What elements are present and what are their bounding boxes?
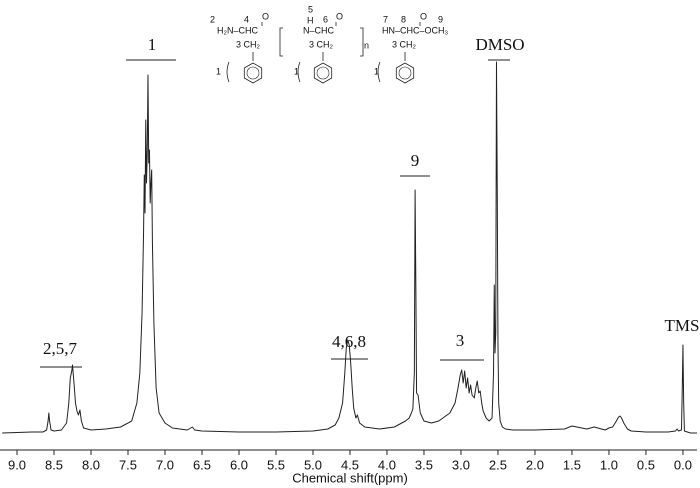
x-tick-label: 8.5 bbox=[45, 457, 63, 472]
bond bbox=[252, 22, 421, 61]
structure-label: n bbox=[364, 40, 369, 50]
benzene-inner bbox=[398, 66, 412, 80]
structure-label: 1 bbox=[216, 66, 221, 76]
x-tick-label: 0.0 bbox=[674, 457, 692, 472]
x-tick-label: 7.5 bbox=[119, 457, 137, 472]
structure-label: 8 bbox=[401, 14, 406, 24]
x-tick-label: 5.5 bbox=[267, 457, 285, 472]
x-tick-label: 1.0 bbox=[600, 457, 618, 472]
x-tick-label: 0.5 bbox=[637, 457, 655, 472]
peak-label: 2,5,7 bbox=[43, 339, 78, 358]
x-tick-label: 6.0 bbox=[230, 457, 248, 472]
x-tick-label: 4.5 bbox=[341, 457, 359, 472]
x-tick-label: 5.0 bbox=[304, 457, 322, 472]
benzene-ring bbox=[395, 62, 415, 84]
x-tick-label: 2.5 bbox=[489, 457, 507, 472]
structure-label: 1 bbox=[294, 66, 299, 76]
structure-label: 2 bbox=[210, 14, 215, 24]
structure-label: 4 bbox=[244, 14, 249, 24]
structure-label: 1 bbox=[374, 66, 379, 76]
structure-label: 3 CH₂ bbox=[236, 39, 261, 49]
x-tick-label: 4.0 bbox=[378, 457, 396, 472]
structure-label: 3 CH₂ bbox=[392, 39, 417, 49]
peak-label: DMSO bbox=[475, 35, 524, 54]
benzene-inner bbox=[316, 66, 330, 80]
peak-label: TMS bbox=[665, 316, 700, 335]
structure-label: HN–CHC–OCH₃ bbox=[382, 25, 449, 35]
x-tick-label: 2.0 bbox=[526, 457, 544, 472]
structure-label: N–CHC bbox=[303, 25, 335, 35]
structure-label: O bbox=[262, 11, 269, 21]
structure-label: 7 bbox=[383, 14, 388, 24]
benzene-ring bbox=[313, 62, 333, 84]
structure-drawing bbox=[226, 22, 421, 83]
x-tick-label: 8.0 bbox=[82, 457, 100, 472]
benzene-inner bbox=[246, 66, 260, 80]
x-tick-label: 7.0 bbox=[156, 457, 174, 472]
bracket bbox=[279, 27, 364, 57]
benzene-ring bbox=[243, 62, 263, 84]
peak-label: 3 bbox=[456, 331, 465, 350]
structure-label: 5 bbox=[308, 4, 313, 14]
structure-label: O bbox=[420, 11, 427, 21]
structure-label: 9 bbox=[438, 14, 443, 24]
structure-label: H₂N–CHC bbox=[217, 25, 258, 35]
structure-label: H bbox=[307, 15, 314, 25]
x-tick-label: 6.5 bbox=[193, 457, 211, 472]
spectrum-line bbox=[2, 61, 697, 434]
peak-label: 1 bbox=[148, 35, 157, 54]
x-axis-title: Chemical shift(ppm) bbox=[292, 470, 408, 485]
x-tick-label: 3.0 bbox=[452, 457, 470, 472]
x-tick-label: 9.0 bbox=[8, 457, 26, 472]
structure-label: 3 CH₂ bbox=[309, 39, 334, 49]
x-tick-label: 3.5 bbox=[415, 457, 433, 472]
peak-label: 9 bbox=[411, 151, 420, 170]
structure-label: O bbox=[336, 11, 343, 21]
x-tick-label: 1.5 bbox=[563, 457, 581, 472]
ring-bracket bbox=[226, 61, 381, 83]
peak-label: 4,6,8 bbox=[332, 332, 366, 351]
structure-label: 6 bbox=[323, 14, 328, 24]
